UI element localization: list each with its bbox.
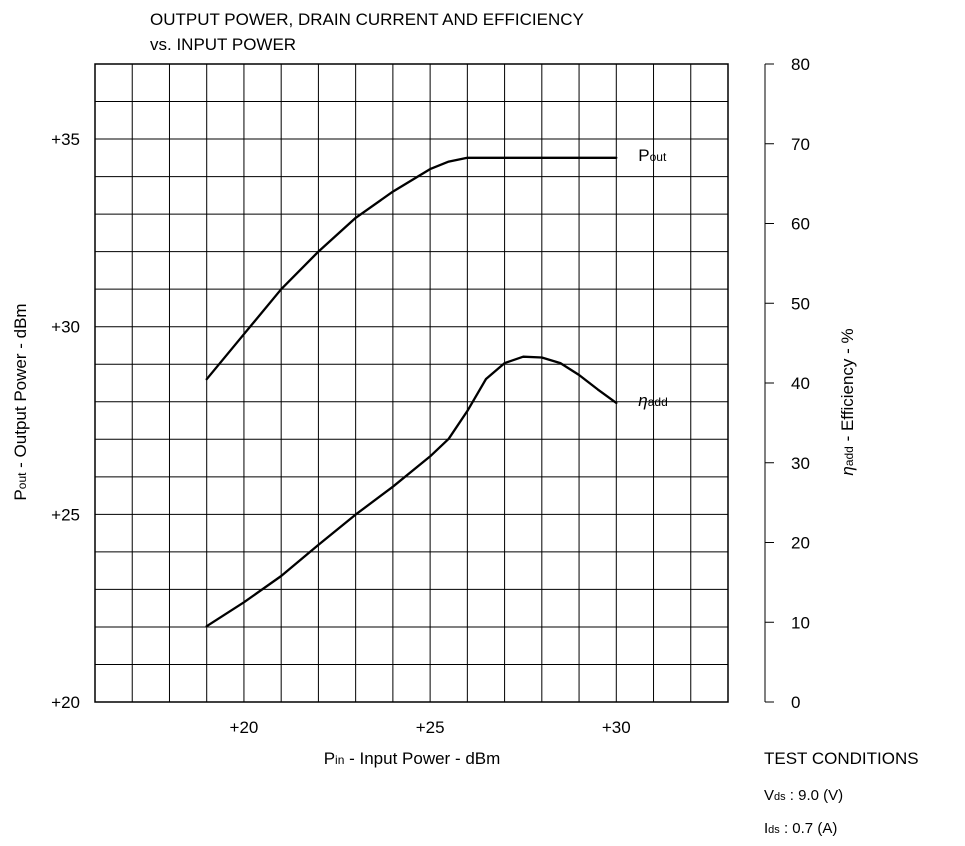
right-axis	[764, 63, 774, 703]
series-label-add: ηadd	[638, 391, 667, 410]
chart-title-line1: OUTPUT POWER, DRAIN CURRENT AND EFFICIEN…	[150, 10, 584, 29]
tick-labels: +20 +25 +30 +20 +25 +30 +35 0 10 20 30 40 50 60 70 80	[51, 55, 810, 737]
x-tick-label: +30	[602, 718, 631, 737]
x-tick-label: +20	[230, 718, 259, 737]
series-lines: Pout ηadd	[205, 146, 668, 628]
y-axis-label-left: Pout - Output Power - dBm	[11, 303, 30, 500]
test-condition-vds: Vds : 9.0 (V)	[764, 787, 843, 804]
test-condition-ids: Ids : 0.7 (A)	[764, 820, 837, 837]
y-tick-label-left: +30	[51, 318, 80, 337]
grid	[94, 63, 729, 703]
series-line-add	[205, 355, 618, 628]
y-tick-label-right: 10	[791, 613, 810, 632]
y-tick-label-left: +35	[51, 130, 80, 149]
x-axis-label: Pin - Input Power - dBm	[324, 749, 501, 768]
x-tick-label: +25	[416, 718, 445, 737]
series-label-out: Pout	[638, 146, 667, 165]
y-tick-label-right: 50	[791, 294, 810, 313]
y-tick-label-right: 30	[791, 454, 810, 473]
y-tick-label-right: 70	[791, 135, 810, 154]
y-axis-label-right: ηadd - Efficiency - %	[838, 328, 857, 475]
y-tick-label-left: +25	[51, 505, 80, 524]
chart-title-line2: vs. INPUT POWER	[150, 35, 296, 54]
test-conditions-heading: TEST CONDITIONS	[764, 749, 919, 768]
y-tick-label-right: 40	[791, 374, 810, 393]
y-tick-label-right: 80	[791, 55, 810, 74]
y-tick-label-right: 20	[791, 534, 810, 553]
y-tick-label-left: +20	[51, 693, 80, 712]
series-line-out	[205, 156, 618, 381]
y-tick-label-right: 0	[791, 693, 800, 712]
y-tick-label-right: 60	[791, 215, 810, 234]
plot-frame	[94, 63, 729, 703]
